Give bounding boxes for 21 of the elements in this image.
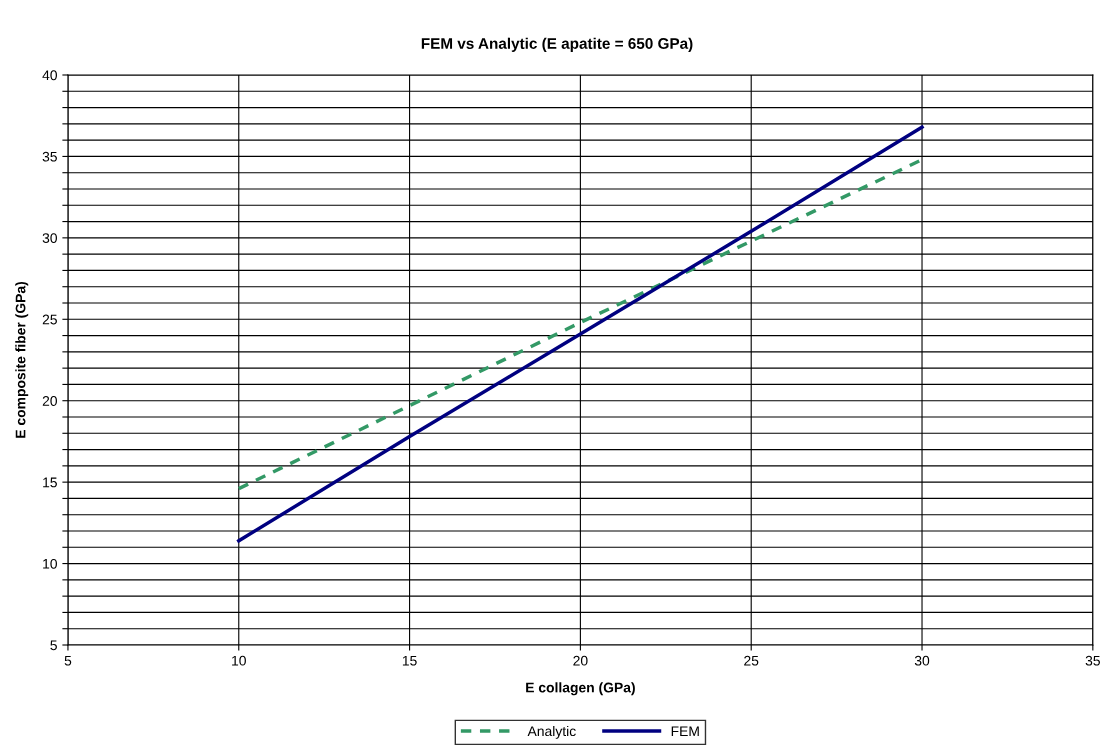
legend-label: Analytic [527, 725, 576, 739]
y-tick-label: 20 [42, 396, 57, 406]
y-tick-label: 10 [43, 558, 57, 569]
x-tick-label: 35 [1085, 655, 1100, 666]
x-axis-title: E collagen (GPa) [526, 682, 635, 696]
legend-label: FEM [671, 726, 699, 736]
y-tick-label: 5 [50, 640, 57, 651]
x-tick-label: 25 [744, 655, 759, 666]
y-tick-label: 25 [42, 314, 57, 325]
y-axis-title: E composite fiber (GPa) [15, 281, 29, 438]
x-tick-label: 5 [64, 655, 72, 666]
y-tick-label: 35 [42, 151, 57, 162]
x-tick-label: 20 [573, 655, 588, 666]
line-series [237, 125, 924, 543]
y-tick-label: 30 [42, 233, 57, 244]
y-tick-label: 40 [42, 70, 57, 81]
x-tick-label: 15 [402, 655, 417, 666]
x-tick-label: 10 [232, 655, 246, 666]
chart-title: FEM vs Analytic (E apatite = 650 GPa) [421, 37, 693, 52]
y-tick-label: 15 [43, 477, 57, 488]
x-tick-label: 30 [914, 655, 930, 666]
